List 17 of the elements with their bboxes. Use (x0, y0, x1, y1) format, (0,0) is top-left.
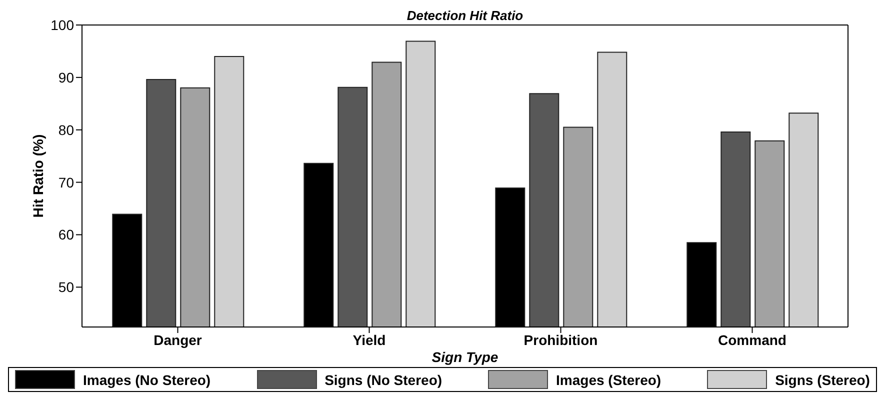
x-tick-label: Command (718, 332, 786, 348)
x-axis-title: Sign Type (432, 349, 498, 365)
y-tick-label: 80 (58, 122, 74, 138)
legend-label: Signs (No Stereo) (324, 372, 442, 388)
y-tick-label: 50 (58, 279, 74, 296)
y-tick-label: 100 (50, 16, 74, 33)
x-tick-label: Danger (154, 332, 202, 348)
legend-label: Signs (Stereo) (775, 372, 870, 388)
y-tick-label: 90 (58, 69, 74, 86)
legend-label: Images (No Stereo) (83, 372, 211, 388)
y-axis-title: Hit Ratio (%) (30, 134, 46, 218)
legend-label: Images (Stereo) (556, 372, 662, 388)
y-tick-label: 70 (58, 174, 74, 190)
chart-title: Detection Hit Ratio (406, 8, 524, 23)
x-tick-label: Yield (352, 332, 386, 348)
x-tick-label: Prohibition (524, 332, 598, 348)
y-tick-label: 60 (58, 226, 74, 243)
